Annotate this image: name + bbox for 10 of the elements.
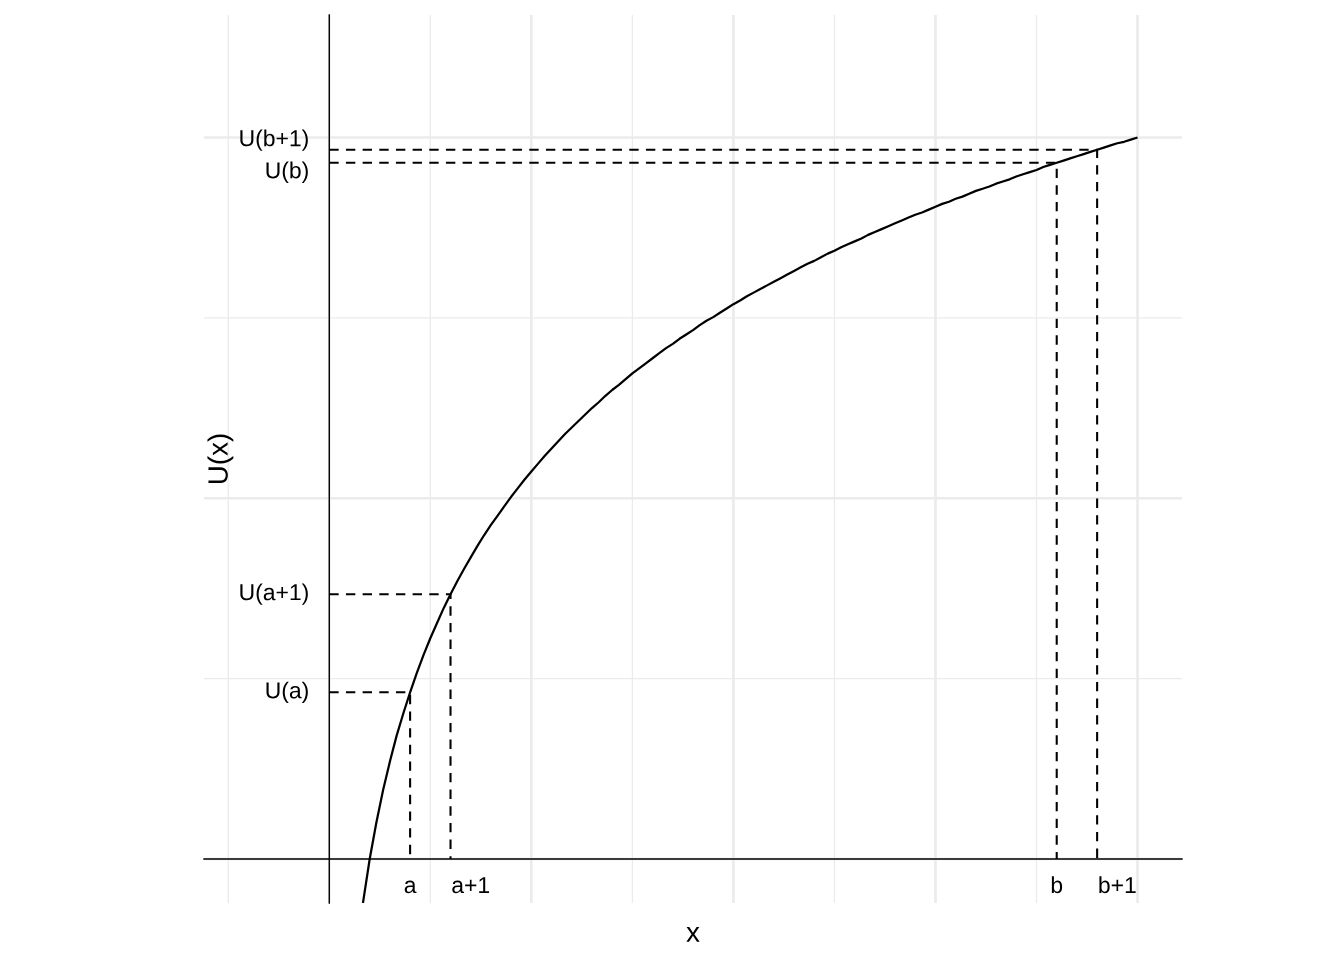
text: U(a)	[266, 681, 308, 703]
x-tick-label: b	[1051, 876, 1063, 894]
text: U(a+1)	[240, 583, 308, 605]
text: U(b+1)	[240, 129, 308, 151]
x-axis-title: x	[686, 927, 700, 942]
x-tick-label: a+1	[452, 877, 490, 894]
text: U(b)	[266, 161, 308, 183]
y-axis-title: U(x)	[207, 434, 234, 484]
x-tick-label: a	[404, 880, 417, 894]
x-tick-label: b+1	[1099, 876, 1136, 894]
